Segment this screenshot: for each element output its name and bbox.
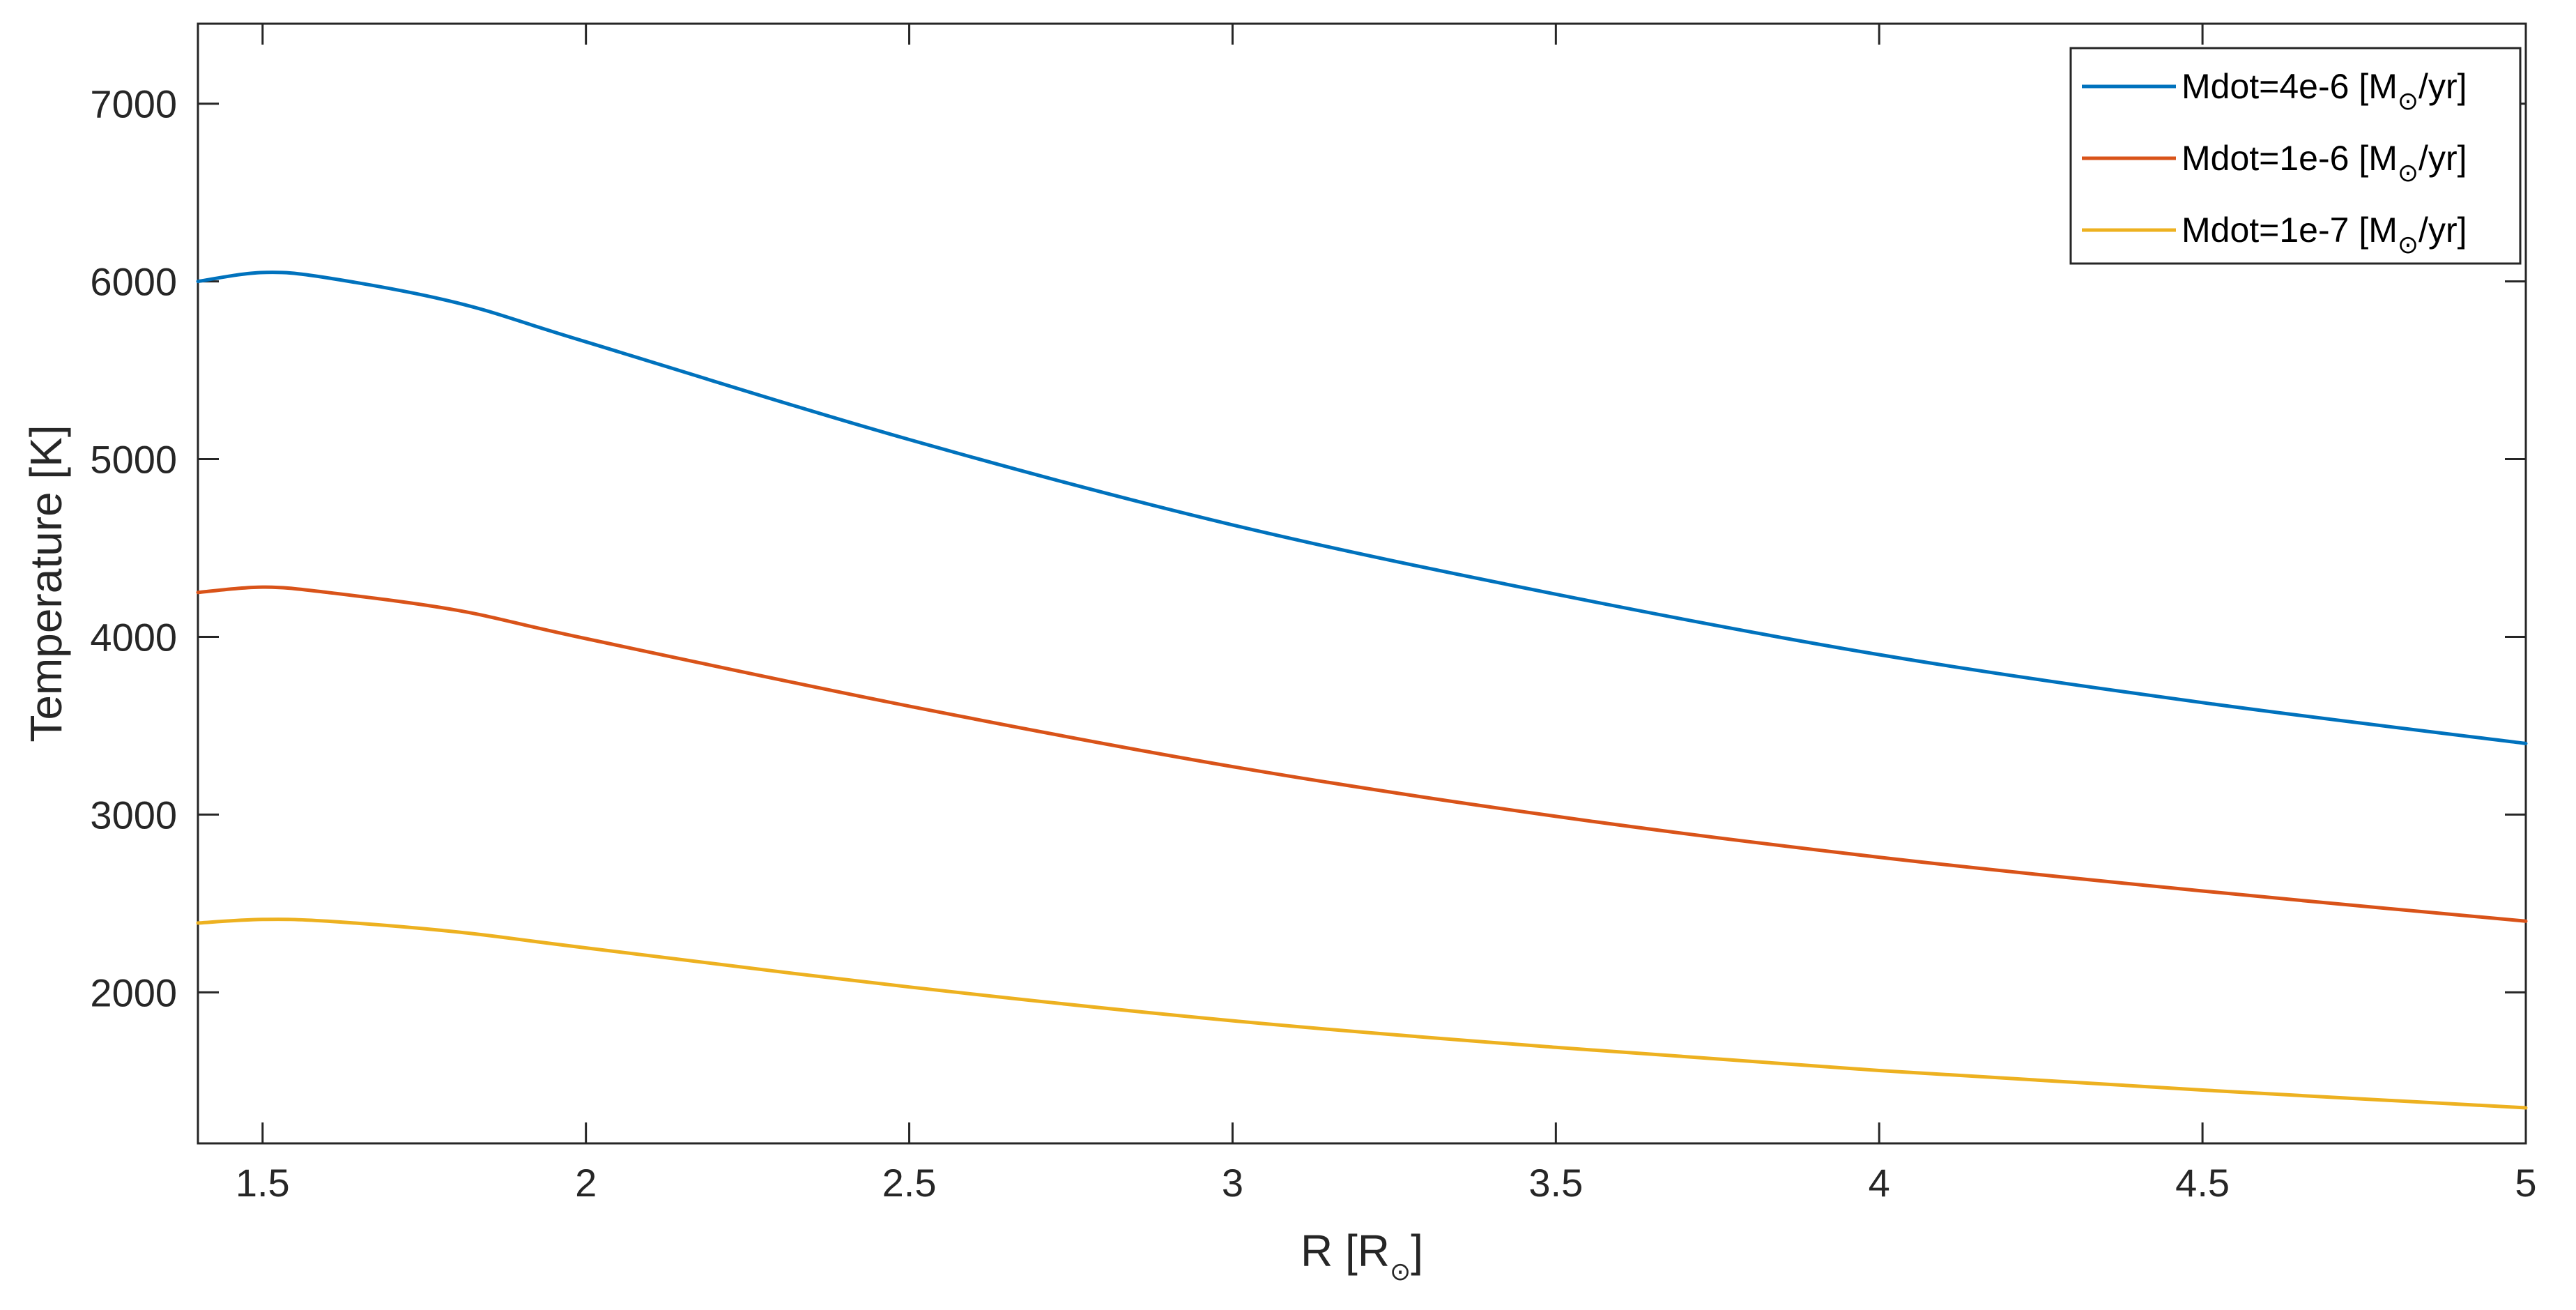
legend-label-2: Mdot=1e-6 [M⊙/yr] <box>2182 139 2467 187</box>
x-tick-labels: 1.5 2 2.5 3 3.5 4 4.5 5 <box>236 1161 2537 1205</box>
y-axis-label: Temperature [K] <box>21 425 71 742</box>
y-tick-label: 2000 <box>90 970 177 1014</box>
series-line-3 <box>196 917 2528 1110</box>
y-tick-label: 6000 <box>90 260 177 304</box>
x-axis-label: R [R⊙] <box>1301 1226 1423 1286</box>
x-axis-label-sub: ⊙ <box>1390 1257 1411 1286</box>
series-lines <box>196 271 2528 1110</box>
x-tick-label: 2.5 <box>882 1161 937 1205</box>
x-tick-label: 3 <box>1222 1161 1243 1205</box>
x-tick-label: 1.5 <box>236 1161 290 1205</box>
legend-label-3: Mdot=1e-7 [M⊙/yr] <box>2182 211 2467 259</box>
y-tick-label: 3000 <box>90 793 177 837</box>
y-tick-label: 7000 <box>90 82 177 126</box>
y-tick-labels: 2000 3000 4000 5000 6000 7000 <box>90 82 177 1015</box>
y-tick-label: 4000 <box>90 615 177 659</box>
x-axis-label-close: ] <box>1411 1226 1423 1276</box>
series-line-2 <box>196 585 2528 923</box>
x-axis-label-main: R [R <box>1301 1226 1390 1276</box>
series-line-1 <box>196 271 2528 745</box>
x-tick-label: 4 <box>1869 1161 1890 1205</box>
x-tick-label: 4.5 <box>2175 1161 2230 1205</box>
y-tick-label: 5000 <box>90 438 177 482</box>
legend-label-1: Mdot=4e-6 [M⊙/yr] <box>2182 67 2467 115</box>
x-tick-label: 3.5 <box>1528 1161 1583 1205</box>
x-tick-label: 5 <box>2515 1161 2536 1205</box>
x-tick-label: 2 <box>575 1161 597 1205</box>
legend-box <box>2069 47 2522 265</box>
legend: Mdot=4e-6 [M⊙/yr] Mdot=1e-6 [M⊙/yr] Mdot=1… <box>2069 47 2522 265</box>
